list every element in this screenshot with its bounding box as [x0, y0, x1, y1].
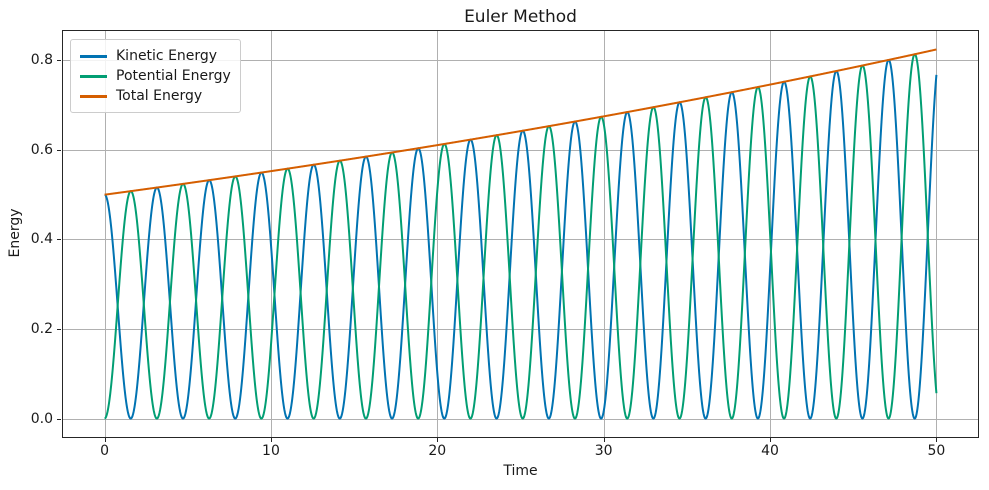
- curves-svg: [103, 48, 938, 420]
- legend-item-kinetic-energy: Kinetic Energy: [80, 47, 231, 65]
- x-tick-mark: [770, 438, 772, 442]
- y-tick-mark: [57, 149, 61, 151]
- y-tick-label: 0.6: [30, 141, 53, 158]
- chart-title: Euler Method: [464, 7, 577, 27]
- y-tick-label: 0.8: [30, 52, 53, 69]
- gridline-vertical: [936, 31, 938, 437]
- legend-item-potential-energy: Potential Energy: [80, 67, 231, 85]
- x-tick-mark: [603, 438, 605, 442]
- gridline-horizontal: [63, 60, 978, 62]
- legend-item-total-energy: Total Energy: [80, 87, 231, 105]
- x-tick-label: 10: [262, 443, 280, 459]
- total-energy-line: [103, 48, 938, 196]
- x-axis-label: Time: [503, 463, 538, 479]
- gridline-vertical: [437, 31, 439, 437]
- kinetic-energy-line: [103, 58, 938, 420]
- x-tick-label: 30: [594, 443, 613, 459]
- y-tick-label: 0.4: [30, 231, 53, 248]
- y-tick-mark: [57, 60, 61, 62]
- x-tick-mark: [936, 438, 938, 442]
- x-tick-label: 50: [927, 443, 946, 459]
- x-tick-mark: [270, 438, 272, 442]
- x-tick-mark: [104, 438, 106, 442]
- y-tick-mark: [57, 418, 61, 420]
- y-tick-label: 0.0: [30, 410, 53, 427]
- y-tick-mark: [57, 329, 61, 330]
- x-tick-label: 0: [100, 443, 110, 459]
- gridline-vertical: [104, 31, 106, 437]
- legend-label-kinetic-energy: Kinetic Energy: [116, 48, 218, 64]
- legend: Kinetic Energy Potential Energy Total En…: [70, 39, 241, 113]
- kinetic-energy-line-swatch: [80, 54, 107, 58]
- gridline-horizontal: [63, 418, 978, 420]
- gridline-horizontal: [63, 329, 978, 330]
- x-tick-label: 20: [428, 443, 447, 459]
- x-tick-mark: [437, 438, 439, 442]
- potential-energy-line: [103, 53, 938, 420]
- total-energy-line-swatch: [80, 94, 107, 98]
- legend-label-potential-energy: Potential Energy: [116, 68, 231, 84]
- potential-energy-line-swatch: [80, 74, 107, 78]
- y-tick-label: 0.2: [30, 321, 53, 337]
- gridline-horizontal: [63, 149, 978, 151]
- plot-area: Kinetic Energy Potential Energy Total En…: [62, 30, 979, 438]
- gridline-vertical: [270, 31, 272, 437]
- legend-label-total-energy: Total Energy: [116, 88, 203, 104]
- gridline-vertical: [603, 31, 605, 437]
- gridline-horizontal: [63, 239, 978, 241]
- y-tick-mark: [57, 239, 61, 241]
- x-tick-label: 40: [761, 443, 779, 459]
